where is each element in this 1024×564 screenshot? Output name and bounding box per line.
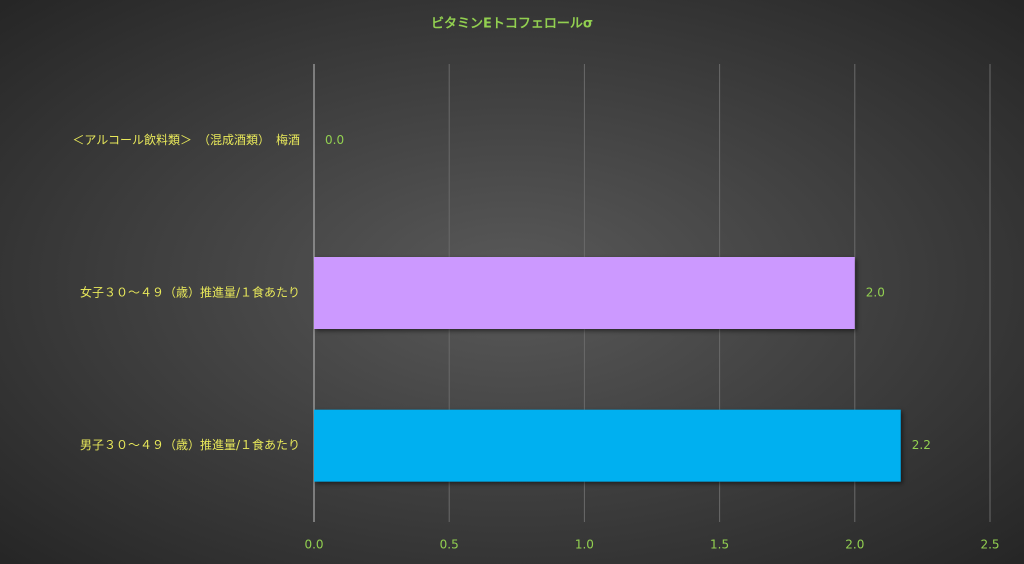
x-tick-label: 2.5 (980, 538, 999, 552)
x-tick-label: 1.5 (710, 538, 729, 552)
bar (314, 257, 855, 329)
y-tick-label: 女子３０～４９（歳）推進量/１食あたり (80, 285, 300, 300)
value-label: 0.0 (325, 133, 344, 147)
y-tick-label: 男子３０～４９（歳）推進量/１食あたり (80, 437, 300, 452)
x-tick-label: 1.0 (575, 538, 594, 552)
x-tick-label: 0.5 (440, 538, 459, 552)
x-tick-label: 0.0 (304, 538, 323, 552)
x-tick-label: 2.0 (845, 538, 864, 552)
chart-title: ビタミンEトコフェロールσ (431, 16, 593, 32)
value-label: 2.0 (866, 286, 885, 300)
value-label: 2.2 (912, 438, 931, 452)
y-tick-label: ＜アルコール飲料類＞ （混成酒類） 梅酒 (72, 132, 300, 147)
bar (314, 409, 901, 482)
